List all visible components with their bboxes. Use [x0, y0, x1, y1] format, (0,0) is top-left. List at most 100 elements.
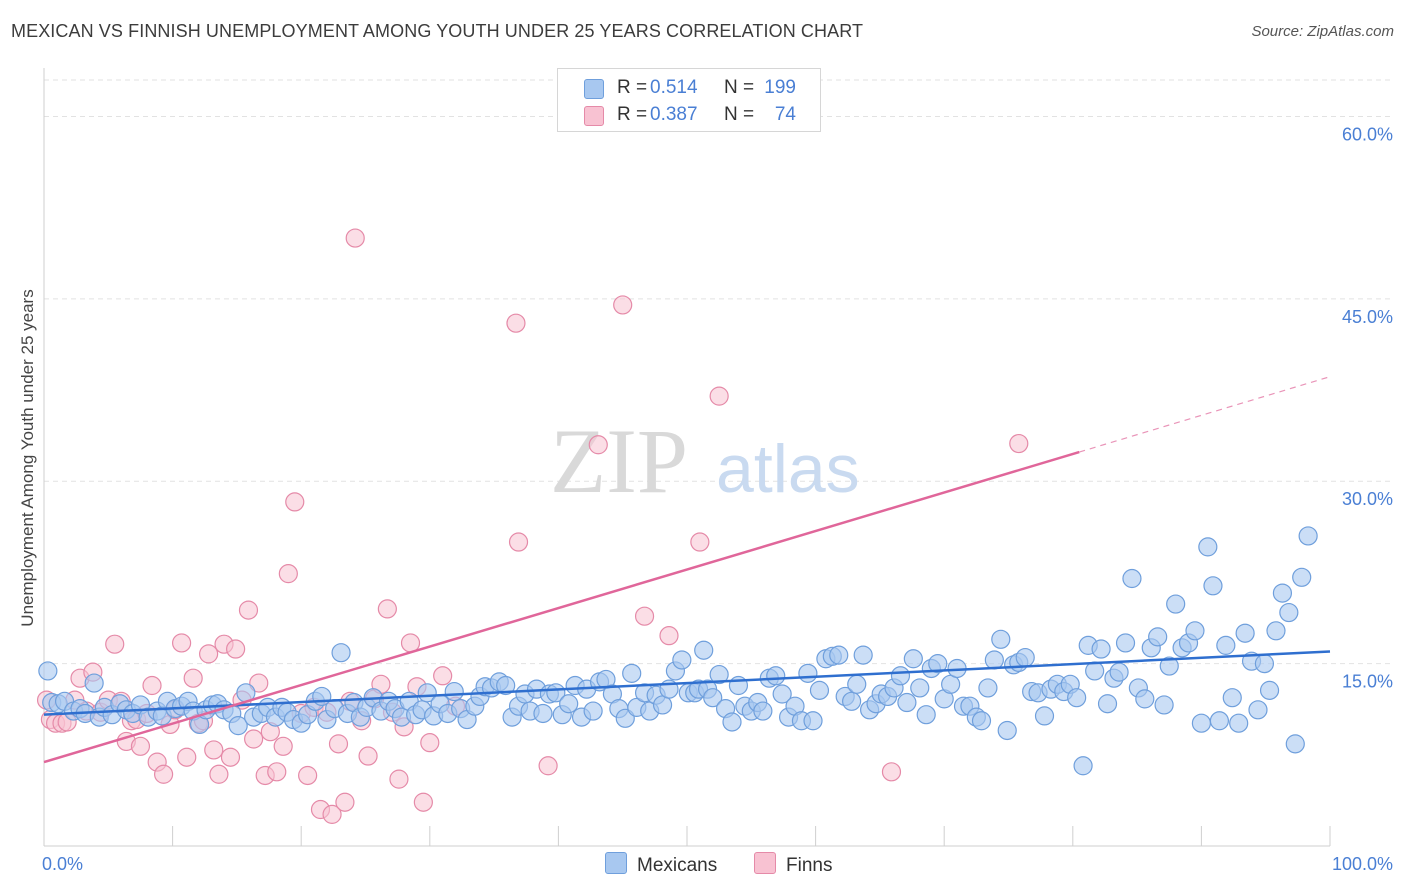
finns-point: [177, 747, 197, 767]
x-tick-label: 100.0%: [1332, 854, 1393, 874]
finns-point: [413, 792, 433, 812]
mexicans-point: [1285, 734, 1305, 754]
mexicans-point: [766, 666, 786, 686]
mexicans-point: [444, 681, 464, 702]
mexicans-point: [1248, 700, 1268, 720]
mexicans-point: [997, 720, 1017, 741]
legend-n-label: N =: [724, 104, 755, 125]
legend-n-label: N =: [724, 77, 755, 98]
finns-point: [220, 747, 241, 767]
mexicans-point: [910, 678, 930, 698]
mexicans-point: [1191, 713, 1212, 733]
finns-point: [588, 435, 608, 455]
finns-point: [142, 675, 162, 696]
mexicans-point: [694, 640, 714, 660]
mexicans-point: [1154, 695, 1174, 715]
legend-r-label: R =: [617, 77, 648, 98]
mexicans-point: [890, 666, 911, 686]
bottom-legend-swatch-finns: [754, 852, 776, 874]
finns-point: [204, 740, 224, 760]
finns-point: [322, 804, 342, 824]
mexicans-point: [1159, 656, 1179, 676]
finns-point: [244, 729, 264, 749]
y-tick-label: 45.0%: [1342, 307, 1393, 327]
mexicans-point: [829, 645, 849, 665]
y-tick-label: 30.0%: [1342, 489, 1393, 509]
finns-trend-extension: [1079, 376, 1331, 453]
finns-point: [508, 532, 529, 552]
mexicans-point: [847, 674, 867, 694]
finns-point: [506, 313, 526, 333]
mexicans-point: [1166, 594, 1186, 614]
finns-point: [345, 228, 365, 248]
legend-n-value: 74: [774, 104, 796, 125]
finns-point: [285, 492, 305, 512]
mexicans-point: [903, 649, 923, 669]
mexicans-point: [1279, 602, 1299, 623]
finns-point: [273, 736, 293, 756]
finns-point: [298, 765, 318, 786]
y-axis-label: Unemployment Among Youth under 25 years: [18, 289, 37, 626]
mexicans-point: [38, 661, 58, 681]
legend-r-label: R =: [617, 104, 648, 125]
finns-point: [1009, 433, 1029, 454]
finns-point: [634, 606, 655, 626]
finns-point: [328, 734, 349, 754]
finns-point: [389, 769, 409, 789]
mexicans-point: [84, 673, 104, 693]
legend: R = 0.514 N = 199 R = 0.387 N = 74: [557, 68, 821, 132]
finns-point: [183, 668, 203, 688]
mexicans-point: [722, 712, 742, 732]
mexicans-point: [559, 694, 579, 714]
mexicans-point: [1259, 680, 1280, 700]
legend-r-value: 0.387: [650, 104, 698, 125]
mexicans-point: [622, 663, 642, 683]
mexicans-point: [672, 650, 692, 670]
mexicans-point: [703, 688, 723, 708]
mexicans-point: [803, 711, 823, 731]
watermark-atlas: atlas: [716, 431, 860, 507]
mexicans-point: [978, 678, 998, 698]
watermark-zip: ZIP: [550, 410, 688, 512]
legend-n-value: 199: [764, 77, 796, 98]
finns-point: [881, 762, 902, 782]
mexicans-point: [1272, 583, 1293, 603]
mexicans-point: [1073, 756, 1093, 776]
finns-point: [433, 666, 453, 686]
legend-r-value: 0.514: [650, 77, 698, 98]
finns-point: [105, 634, 125, 654]
mexicans-point: [1067, 688, 1087, 708]
mexicans-point: [916, 705, 936, 725]
trend-lines: [43, 376, 1331, 764]
finns-point: [226, 639, 246, 659]
y-tick-label: 60.0%: [1342, 124, 1393, 144]
mexicans-point: [1115, 633, 1136, 653]
mexicans-point: [1203, 576, 1223, 596]
finns-point: [249, 673, 269, 693]
finns-point: [267, 762, 287, 782]
mexicans-point: [897, 692, 917, 713]
mexicans-trend-line: [43, 650, 1331, 716]
legend-swatch-finns: [584, 106, 604, 126]
mexicans-point: [533, 703, 553, 724]
mexicans-point: [1216, 635, 1236, 655]
finns-point: [335, 792, 355, 812]
mexicans-point: [1185, 621, 1205, 641]
mexicans-point: [228, 716, 248, 736]
finns-point: [358, 746, 378, 766]
mexicans-point: [1148, 627, 1168, 647]
tick-labels: 15.0% 30.0% 45.0% 60.0% 0.0% 100.0%: [42, 124, 1393, 874]
chart-title: MEXICAN VS FINNISH UNEMPLOYMENT AMONG YO…: [11, 21, 864, 41]
mexicans-point: [853, 645, 873, 665]
mexicans-point: [1298, 526, 1318, 546]
bottom-legend-label-mexicans: Mexicans: [637, 855, 718, 876]
finns-point: [199, 644, 219, 664]
mexicans-point: [798, 663, 818, 683]
finns-point: [377, 599, 397, 619]
bottom-legend-finns: Finns: [754, 852, 832, 877]
mexicans-point: [1122, 568, 1142, 589]
bottom-legend-swatch-mexicans: [605, 852, 627, 874]
mexicans-point: [984, 650, 1004, 670]
mexicans-point: [772, 684, 792, 704]
